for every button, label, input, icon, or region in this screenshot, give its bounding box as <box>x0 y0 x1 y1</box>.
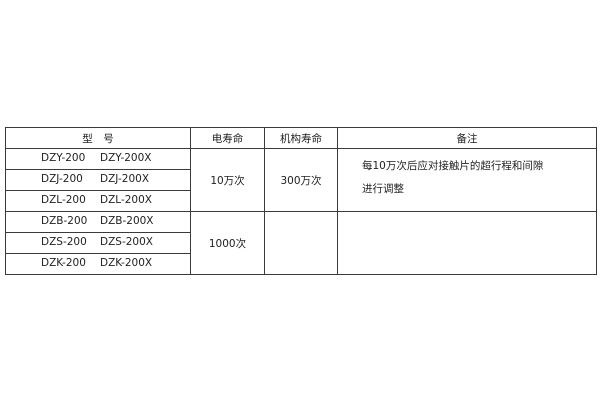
header-model: 型 号 <box>5 127 191 149</box>
model-b: DZK-200X <box>100 257 153 269</box>
model-cell: DZJ-200 DZJ-200X <box>5 169 191 191</box>
model-cell: DZS-200 DZS-200X <box>5 232 191 254</box>
model-b: DZS-200X <box>100 236 153 248</box>
model-a: DZY-200 <box>41 152 86 164</box>
table-row: DZB-200 DZB-200X 1000次 <box>5 211 597 275</box>
table-row: DZK-200 DZK-200X <box>5 253 597 275</box>
table-row: DZL-200 DZL-200X <box>5 190 597 212</box>
model-cell: DZL-200 DZL-200X <box>5 190 191 212</box>
electrical-life-cell: 1000次 <box>190 211 265 275</box>
remarks-cell <box>337 211 597 275</box>
model-a: DZS-200 <box>41 236 87 248</box>
mechanical-life-cell <box>264 211 338 275</box>
product-life-table: 型 号 电寿命 机构寿命 备注 DZY-200 DZY-200X 10万次 300… <box>5 127 597 275</box>
remarks-line-2: 进行调整 <box>362 183 404 195</box>
header-electrical-life: 电寿命 <box>190 127 265 149</box>
remarks-cell: 每10万次后应对接触片的超行程和间隙 进行调整 <box>337 148 597 212</box>
model-a: DZL-200 <box>41 194 86 206</box>
model-a: DZJ-200 <box>41 173 83 185</box>
model-b: DZJ-200X <box>100 173 150 185</box>
model-b: DZY-200X <box>100 152 152 164</box>
header-row: 型 号 电寿命 机构寿命 备注 <box>5 127 597 149</box>
model-b: DZL-200X <box>100 194 152 206</box>
model-a: DZB-200 <box>41 215 88 227</box>
model-a: DZK-200 <box>41 257 86 269</box>
model-cell: DZB-200 DZB-200X <box>5 211 191 233</box>
remarks-line-1: 每10万次后应对接触片的超行程和间隙 <box>362 160 544 172</box>
model-cell: DZK-200 DZK-200X <box>5 253 191 275</box>
electrical-life-cell: 10万次 <box>190 148 265 212</box>
header-remarks: 备注 <box>337 127 597 149</box>
table-row: DZY-200 DZY-200X 10万次 300万次 每10万次后应对接触片的超… <box>5 148 597 212</box>
model-b: DZB-200X <box>100 215 154 227</box>
model-cell: DZY-200 DZY-200X <box>5 148 191 170</box>
mechanical-life-cell: 300万次 <box>264 148 338 212</box>
header-mechanical-life: 机构寿命 <box>264 127 338 149</box>
